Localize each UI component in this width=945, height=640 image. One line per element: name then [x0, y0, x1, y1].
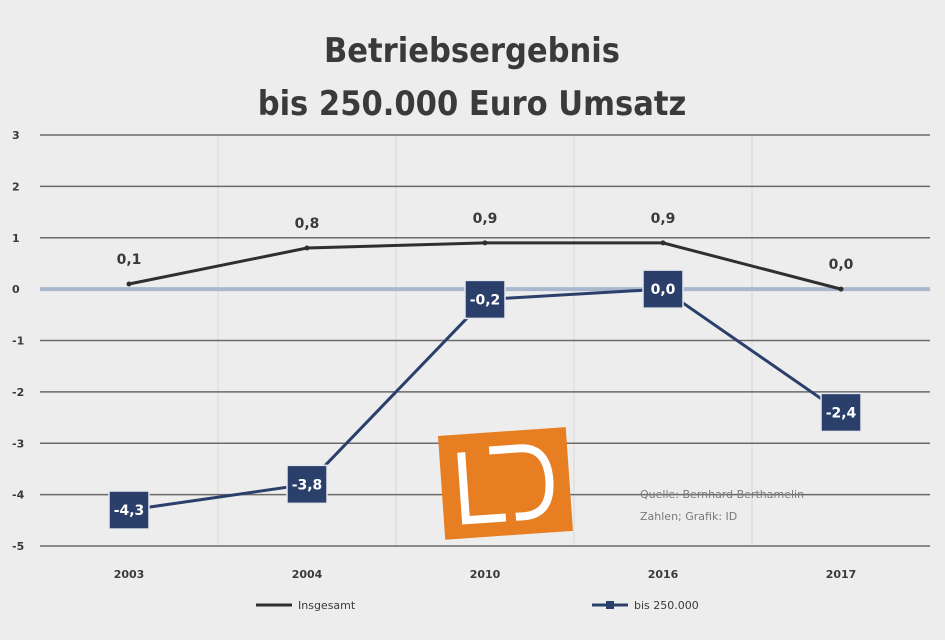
y-axis-ticks: 3 2 1 0 -1 -2 -3 -4 -5: [12, 129, 25, 553]
data-label-bis-250000: -2,4: [826, 405, 857, 421]
data-label-bis-250000: 0,0: [651, 282, 676, 298]
y-tick-label: 3: [12, 129, 20, 142]
data-label-insgesamt: 0,1: [117, 252, 142, 268]
y-tick-label: -4: [12, 489, 25, 502]
legend-label-insgesamt: Insgesamt: [298, 599, 356, 612]
logo: [438, 427, 573, 540]
y-tick-label: -2: [12, 386, 24, 399]
data-point-bis-250000: [464, 279, 506, 320]
data-label-bis-250000: -0,2: [470, 292, 501, 308]
data-label-bis-250000: -4,3: [114, 503, 145, 519]
source-line2: Zahlen; Grafik: ID: [640, 510, 737, 523]
data-label-insgesamt: 0,9: [473, 211, 498, 227]
x-tick-label: 2003: [114, 568, 145, 581]
x-tick-label: 2010: [470, 568, 501, 581]
chart-title-line2: bis 250.000 Euro Umsatz: [258, 84, 687, 124]
y-tick-label: -3: [12, 437, 24, 450]
y-tick-label: -5: [12, 540, 24, 553]
source-line1: Quelle: Bernhard Berthamelin: [640, 488, 804, 501]
x-tick-label: 2016: [648, 568, 679, 581]
legend-marker-bis-250000: [606, 601, 614, 609]
chart-title-line1: Betriebsergebnis: [324, 31, 620, 71]
data-point-bis-250000: [642, 269, 684, 309]
x-tick-label: 2004: [292, 568, 323, 581]
data-point-bis-250000: [108, 490, 150, 530]
x-axis-ticks: 2003 2004 2010 2016 2017: [114, 568, 857, 581]
y-tick-label: 0: [12, 283, 20, 296]
data-label-insgesamt: 0,0: [829, 257, 854, 273]
data-point-insgesamt: [838, 286, 844, 292]
data-point-insgesamt: [482, 240, 488, 246]
data-point-insgesamt: [126, 281, 132, 287]
data-point-insgesamt: [304, 245, 310, 251]
data-point-bis-250000: [286, 464, 328, 505]
data-label-bis-250000: -3,8: [292, 477, 323, 493]
data-label-insgesamt: 0,8: [295, 216, 320, 232]
data-label-insgesamt: 0,9: [651, 211, 676, 227]
x-tick-label: 2017: [826, 568, 857, 581]
grid: [40, 134, 930, 547]
y-tick-label: 2: [12, 180, 20, 193]
series-bis-250000: -4,3 -3,8 -0,2 0,0 -2,4: [108, 269, 862, 530]
data-point-insgesamt: [660, 240, 666, 246]
y-tick-label: 1: [12, 232, 20, 245]
legend-label-bis-250000: bis 250.000: [634, 599, 699, 612]
y-tick-label: -1: [12, 335, 24, 348]
series-insgesamt: 0,1 0,8 0,9 0,9 0,0: [117, 211, 854, 292]
data-point-bis-250000: [820, 392, 862, 433]
legend: Insgesamt bis 250.000: [256, 599, 699, 612]
